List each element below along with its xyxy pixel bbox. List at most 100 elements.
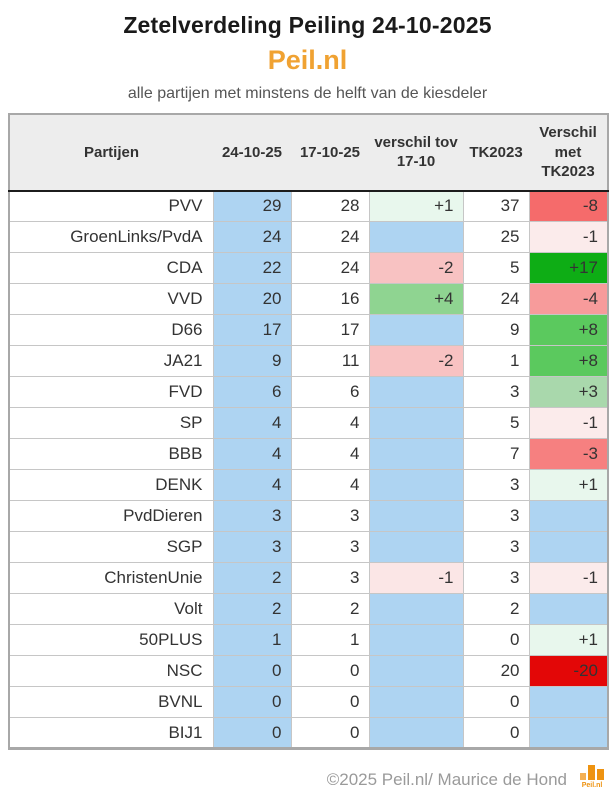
seats-tk2023-cell: 3 (462, 562, 530, 594)
brand-logo-text: Peil.nl (267, 45, 348, 75)
diff-previous-cell: -2 (368, 252, 464, 284)
table-row: VVD 20 16 +4 24 -4 (8, 283, 609, 315)
party-name-cell: BVNL (8, 686, 214, 718)
seats-tk2023-cell: 1 (462, 345, 530, 377)
column-header-previous-date: 17-10-25 (291, 114, 369, 192)
diff-previous-cell (368, 221, 464, 253)
seats-tk2023-cell: 0 (462, 686, 530, 718)
seats-previous-cell: 28 (290, 190, 370, 222)
seats-tk2023-cell: 24 (462, 283, 530, 315)
seats-tk2023-cell: 2 (462, 593, 530, 625)
table-row: CDA 22 24 -2 5 +17 (8, 252, 609, 284)
seats-current-cell: 0 (212, 717, 292, 749)
seats-previous-cell: 16 (290, 283, 370, 315)
table-row: Volt 2 2 2 (8, 593, 609, 625)
diff-tk2023-cell (528, 531, 609, 563)
seats-previous-cell: 4 (290, 438, 370, 470)
diff-tk2023-cell: +17 (528, 252, 609, 284)
seats-previous-cell: 4 (290, 469, 370, 501)
seats-current-cell: 3 (212, 500, 292, 532)
diff-previous-cell (368, 407, 464, 439)
party-name-cell: PvdDieren (8, 500, 214, 532)
page-title: Zetelverdeling Peiling 24-10-2025 (123, 12, 492, 38)
diff-tk2023-cell: -3 (528, 438, 609, 470)
diff-previous-cell: +1 (368, 190, 464, 222)
table-row: NSC 0 0 20 -20 (8, 655, 609, 687)
party-name-cell: JA21 (8, 345, 214, 377)
seats-current-cell: 2 (212, 562, 292, 594)
diff-previous-cell (368, 593, 464, 625)
party-name-cell: Volt (8, 593, 214, 625)
diff-previous-cell (368, 655, 464, 687)
table-row: JA21 9 11 -2 1 +8 (8, 345, 609, 377)
diff-tk2023-cell: +8 (528, 314, 609, 346)
seats-current-cell: 22 (212, 252, 292, 284)
diff-previous-cell (368, 469, 464, 501)
page-subtitle: alle partijen met minstens de helft van … (127, 85, 488, 102)
table-row: DENK 4 4 3 +1 (8, 469, 609, 501)
column-header-tk2023: TK2023 (463, 114, 529, 192)
seats-previous-cell: 3 (290, 531, 370, 563)
column-header-current-date: 24-10-25 (213, 114, 291, 192)
diff-previous-cell (368, 624, 464, 656)
table-row: BVNL 0 0 0 (8, 686, 609, 718)
column-header-diff-tk2023: Verschil met TK2023 (529, 114, 608, 192)
diff-previous-cell: -1 (368, 562, 464, 594)
seats-tk2023-cell: 5 (462, 252, 530, 284)
party-name-cell: SP (8, 407, 214, 439)
table-header: Partijen 24-10-25 17-10-25 verschil tov … (9, 114, 608, 192)
party-name-cell: CDA (8, 252, 214, 284)
seats-current-cell: 0 (212, 655, 292, 687)
diff-previous-cell: +4 (368, 283, 464, 315)
column-header-diff-previous: verschil tov 17-10 (369, 114, 463, 192)
table-row: PvdDieren 3 3 3 (8, 500, 609, 532)
diff-tk2023-cell: +1 (528, 624, 609, 656)
table-row: BBB 4 4 7 -3 (8, 438, 609, 470)
seats-current-cell: 3 (212, 531, 292, 563)
bar-chart-icon (577, 764, 607, 780)
seats-previous-cell: 24 (290, 252, 370, 284)
party-name-cell: SGP (8, 531, 214, 563)
table-row: FVD 6 6 3 +3 (8, 376, 609, 408)
seats-current-cell: 4 (212, 438, 292, 470)
table-row: GroenLinks/PvdA 24 24 25 -1 (8, 221, 609, 253)
column-header-partijen: Partijen (9, 114, 213, 192)
seats-previous-cell: 3 (290, 500, 370, 532)
party-name-cell: 50PLUS (8, 624, 214, 656)
diff-tk2023-cell: +3 (528, 376, 609, 408)
seats-previous-cell: 17 (290, 314, 370, 346)
table-row: BIJ1 0 0 0 (8, 717, 609, 749)
masthead: Zetelverdeling Peiling 24-10-2025 Peil.n… (0, 0, 615, 103)
seats-previous-cell: 2 (290, 593, 370, 625)
seats-tk2023-cell: 37 (462, 190, 530, 222)
diff-tk2023-cell: +8 (528, 345, 609, 377)
diff-previous-cell: -2 (368, 345, 464, 377)
seats-current-cell: 29 (212, 190, 292, 222)
seats-current-cell: 1 (212, 624, 292, 656)
diff-tk2023-cell: -1 (528, 562, 609, 594)
seats-current-cell: 24 (212, 221, 292, 253)
party-name-cell: NSC (8, 655, 214, 687)
seats-previous-cell: 11 (290, 345, 370, 377)
diff-tk2023-cell: +1 (528, 469, 609, 501)
seats-previous-cell: 4 (290, 407, 370, 439)
table-row: D66 17 17 9 +8 (8, 314, 609, 346)
footer: ©2025 Peil.nl/ Maurice de Hond Peil.nl (0, 750, 615, 790)
seats-tk2023-cell: 3 (462, 500, 530, 532)
seats-tk2023-cell: 0 (462, 624, 530, 656)
party-name-cell: GroenLinks/PvdA (8, 221, 214, 253)
party-name-cell: D66 (8, 314, 214, 346)
seats-current-cell: 17 (212, 314, 292, 346)
seats-tk2023-cell: 3 (462, 469, 530, 501)
diff-tk2023-cell (528, 593, 609, 625)
seats-current-cell: 6 (212, 376, 292, 408)
diff-previous-cell (368, 500, 464, 532)
seats-current-cell: 20 (212, 283, 292, 315)
table-row: SP 4 4 5 -1 (8, 407, 609, 439)
seats-previous-cell: 24 (290, 221, 370, 253)
poll-table: Partijen 24-10-25 17-10-25 verschil tov … (8, 113, 609, 750)
party-name-cell: DENK (8, 469, 214, 501)
party-name-cell: FVD (8, 376, 214, 408)
seats-tk2023-cell: 25 (462, 221, 530, 253)
party-name-cell: BBB (8, 438, 214, 470)
